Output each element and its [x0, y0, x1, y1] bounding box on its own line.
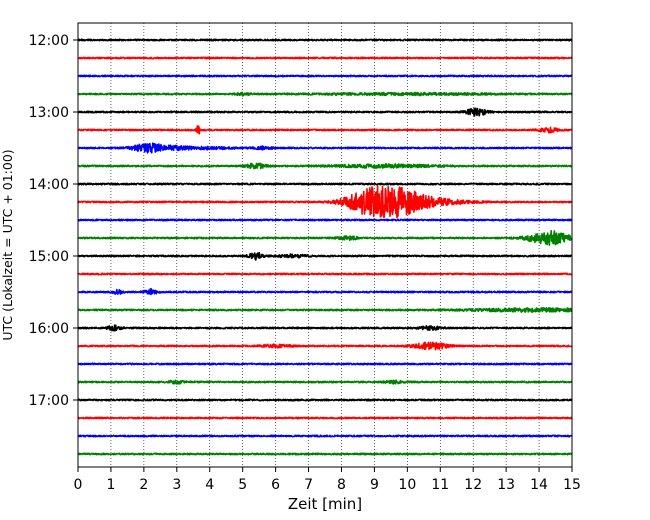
trace-line [77, 251, 573, 261]
x-tick-label: 4 [205, 477, 214, 493]
x-tick-label: 0 [74, 477, 83, 493]
trace-line [77, 125, 573, 135]
trace-line [77, 91, 573, 97]
trace-line [77, 434, 573, 438]
plot-frame [77, 22, 573, 468]
trace-line [77, 324, 573, 332]
y-axis-label: UTC (Lokalzeit = UTC + 01:00) [0, 149, 15, 340]
x-tick-label: 7 [304, 477, 313, 493]
x-tick-label: 13 [497, 477, 515, 493]
y-axis-ticks: 12:00 13:00 14:00 15:00 16:00 17:00 [29, 33, 78, 409]
trace-line [77, 362, 573, 366]
trace-line [77, 229, 573, 246]
x-tick-label: 15 [563, 477, 581, 493]
x-tick-label: 5 [238, 477, 247, 493]
trace-line [77, 379, 573, 385]
trace-line [77, 38, 573, 42]
trace-line [77, 218, 573, 222]
y-tick-label: 16:00 [29, 321, 69, 337]
trace-line [77, 182, 573, 186]
y-tick-label: 15:00 [29, 249, 69, 265]
x-tick-label: 2 [139, 477, 148, 493]
trace-line [77, 452, 573, 456]
trace-line [77, 398, 573, 402]
x-tick-label: 12 [464, 477, 482, 493]
y-tick-label: 17:00 [29, 393, 69, 409]
seismic-traces [77, 38, 573, 456]
trace-line [77, 107, 573, 117]
trace-line [77, 288, 573, 296]
x-tick-label: 11 [431, 477, 449, 493]
y-tick-label: 14:00 [29, 177, 69, 193]
trace-line [77, 142, 573, 154]
x-tick-label: 14 [530, 477, 548, 493]
x-tick-label: 3 [172, 477, 181, 493]
x-tick-label: 10 [398, 477, 416, 493]
x-axis-label: Zeit [min] [288, 495, 362, 513]
trace-line [77, 272, 573, 276]
trace-line [77, 307, 573, 313]
trace-line [77, 74, 573, 78]
x-tick-label: 8 [337, 477, 346, 493]
trace-line [77, 341, 573, 351]
x-tick-label: 9 [370, 477, 379, 493]
trace-line [77, 56, 573, 60]
trace-line [77, 416, 573, 420]
x-axis-ticks: 0 1 2 3 4 5 6 7 8 9 10 11 12 13 14 15 [74, 467, 581, 493]
y-tick-label: 12:00 [29, 33, 69, 49]
trace-line [77, 162, 573, 170]
trace-line [77, 184, 573, 219]
x-tick-label: 1 [106, 477, 115, 493]
y-tick-label: 13:00 [29, 105, 69, 121]
x-tick-label: 6 [271, 477, 280, 493]
